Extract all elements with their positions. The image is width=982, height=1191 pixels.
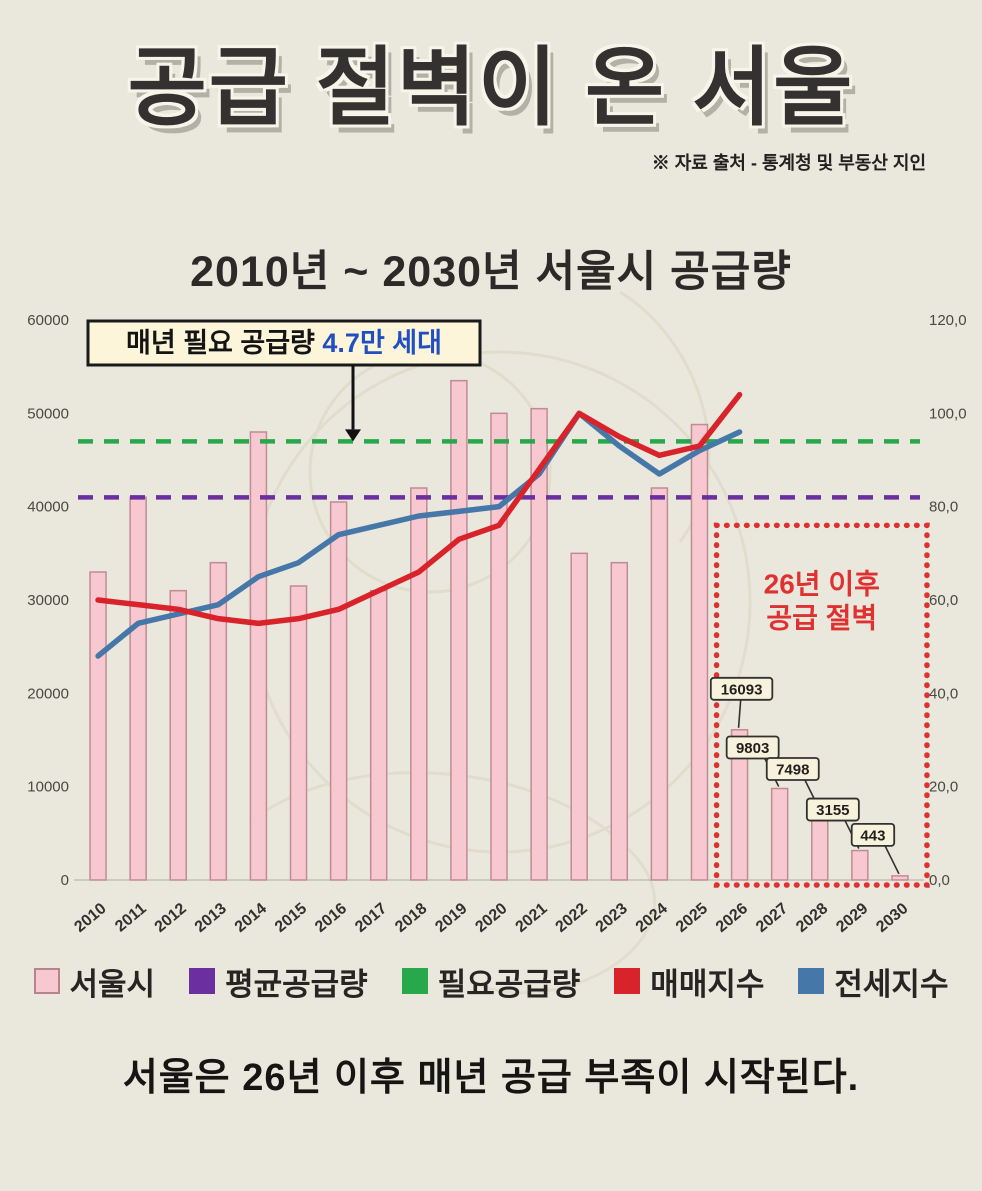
svg-text:2030: 2030: [873, 900, 911, 936]
svg-text:26년 이후: 26년 이후: [764, 568, 880, 599]
svg-text:30000: 30000: [27, 592, 69, 609]
supply-chart: 0 10000 20000 30000 40000 50000 60000 0,0 20,0 40…: [27, 312, 967, 936]
legend-label: 필요공급량: [437, 966, 581, 1002]
svg-text:2024: 2024: [633, 900, 671, 936]
svg-text:0,0: 0,0: [929, 872, 950, 889]
legend-label: 매매지수: [650, 966, 765, 1002]
jeonse-index-swatch-icon: [798, 968, 825, 995]
legend-item-average-supply: 평균공급량: [189, 959, 368, 1004]
svg-text:16093: 16093: [721, 681, 763, 698]
needed-supply-swatch-icon: [401, 968, 428, 995]
svg-text:2013: 2013: [192, 900, 230, 936]
svg-text:7498: 7498: [776, 761, 809, 778]
svg-text:9803: 9803: [736, 740, 769, 757]
svg-text:2022: 2022: [553, 900, 591, 936]
svg-text:100,0: 100,0: [929, 405, 967, 422]
svg-text:2018: 2018: [392, 900, 430, 936]
svg-text:60000: 60000: [27, 312, 69, 329]
svg-text:2021: 2021: [512, 900, 550, 936]
page-title: 공급 절벽이 온 서울: [127, 40, 855, 136]
average-supply-swatch-icon: [189, 968, 216, 995]
svg-text:2020: 2020: [472, 900, 510, 936]
legend-item-sale-index: 매매지수: [614, 959, 764, 1004]
legend-item-jeonse-index: 전세지수: [798, 959, 948, 1004]
svg-text:2027: 2027: [753, 900, 791, 936]
svg-text:40000: 40000: [27, 499, 69, 516]
svg-text:443: 443: [860, 827, 885, 844]
svg-text:2011: 2011: [112, 900, 150, 935]
svg-text:2016: 2016: [312, 900, 350, 936]
chart-area: 0 10000 20000 30000 40000 50000 60000 0,0 20,0 40…: [0, 305, 982, 955]
seoul-bar-swatch-icon: [33, 968, 60, 995]
svg-text:매년 필요 공급량 4.7만 세대: 매년 필요 공급량 4.7만 세대: [126, 328, 442, 358]
chart-title: 2010년 ~ 2030년 서울시 공급량: [190, 247, 792, 296]
legend-label: 평균공급량: [225, 966, 368, 1002]
svg-text:2010: 2010: [71, 900, 109, 936]
svg-text:2012: 2012: [152, 900, 190, 936]
svg-text:3155: 3155: [816, 802, 849, 819]
svg-text:공급 절벽: 공급 절벽: [766, 602, 877, 633]
svg-text:2017: 2017: [352, 900, 390, 936]
svg-text:2029: 2029: [833, 900, 871, 936]
svg-text:0: 0: [61, 872, 69, 889]
sale-index-swatch-icon: [614, 968, 641, 995]
svg-text:2023: 2023: [593, 900, 631, 936]
data-source-note: ※ 자료 출처 - 통계청 및 부동산 지인: [651, 152, 926, 173]
svg-text:40,0: 40,0: [929, 685, 958, 702]
legend-item-needed-supply: 필요공급량: [401, 959, 581, 1004]
chart-legend: 서울시 평균공급량 필요공급량 매매지수 전세지수: [0, 959, 982, 1004]
legend-item-seoul: 서울시: [33, 959, 156, 1004]
legend-label: 전세지수: [834, 966, 949, 1002]
conclusion-text: 서울은 26년 이후 매년 공급 부족이 시작된다.: [122, 1056, 860, 1099]
svg-text:20,0: 20,0: [929, 779, 958, 796]
infographic-page: 공급 절벽이 온 서울 ※ 자료 출처 - 통계청 및 부동산 지인 2010년…: [0, 42, 982, 1191]
svg-text:50000: 50000: [27, 405, 69, 422]
svg-text:120,0: 120,0: [929, 312, 967, 329]
svg-text:60,0: 60,0: [929, 592, 958, 609]
svg-text:10000: 10000: [27, 779, 69, 796]
svg-text:2026: 2026: [713, 900, 751, 936]
svg-text:80,0: 80,0: [929, 499, 958, 516]
svg-text:2014: 2014: [232, 900, 270, 936]
legend-label: 서울시: [69, 966, 156, 1002]
svg-text:2028: 2028: [793, 900, 831, 936]
svg-text:2025: 2025: [673, 900, 711, 936]
svg-text:2019: 2019: [432, 900, 470, 936]
svg-text:20000: 20000: [27, 685, 69, 702]
svg-text:2015: 2015: [272, 900, 310, 936]
